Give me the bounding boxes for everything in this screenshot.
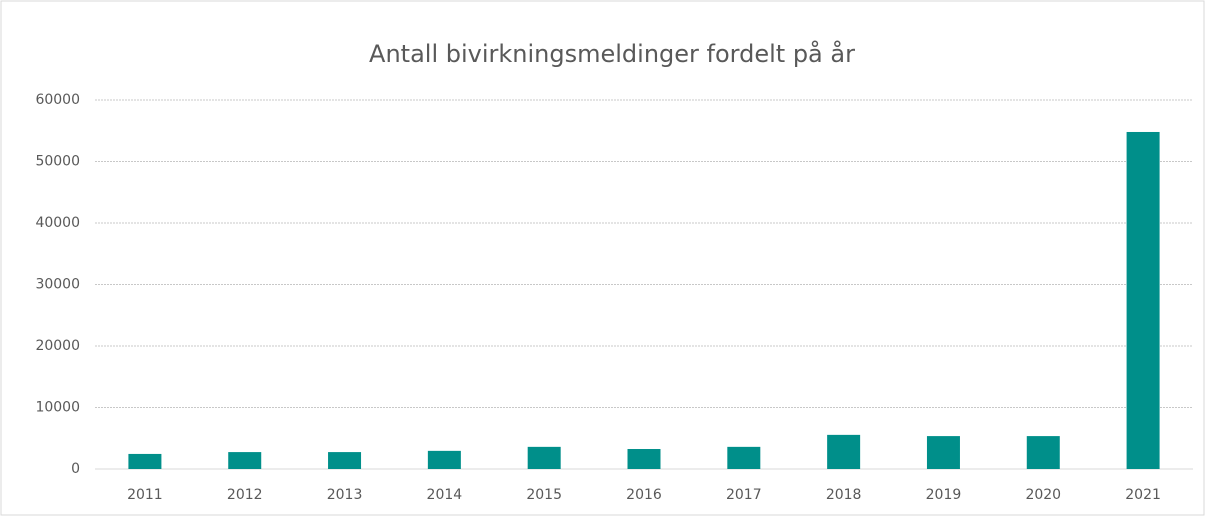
x-tick-label: 2019 bbox=[926, 487, 962, 503]
bar bbox=[128, 453, 162, 469]
bar bbox=[727, 446, 761, 469]
x-tick-label: 2013 bbox=[327, 487, 363, 503]
x-tick-label: 2020 bbox=[1025, 487, 1061, 503]
y-tick-label: 50000 bbox=[35, 154, 80, 170]
y-tick-label: 10000 bbox=[35, 400, 80, 416]
x-tick-label: 2018 bbox=[826, 487, 862, 503]
bar bbox=[1126, 131, 1160, 470]
chart-title: Antall bivirkningsmeldinger fordelt på å… bbox=[369, 39, 855, 68]
bar bbox=[1026, 436, 1060, 469]
bar bbox=[328, 452, 362, 469]
x-tick-label: 2016 bbox=[626, 487, 662, 503]
y-tick-label: 40000 bbox=[35, 215, 80, 231]
bar bbox=[627, 449, 661, 469]
x-tick-label: 2012 bbox=[227, 487, 263, 503]
x-tick-label: 2015 bbox=[526, 487, 562, 503]
x-tick-label: 2017 bbox=[726, 487, 762, 503]
x-tick-label: 2011 bbox=[127, 487, 163, 503]
y-tick-label: 20000 bbox=[35, 338, 80, 354]
y-tick-label: 30000 bbox=[35, 277, 80, 293]
x-tick-label: 2021 bbox=[1125, 487, 1161, 503]
bar bbox=[427, 450, 461, 469]
bar bbox=[527, 446, 561, 469]
x-tick-label: 2014 bbox=[427, 487, 463, 503]
bar bbox=[926, 436, 960, 469]
bar bbox=[827, 434, 861, 469]
y-tick-label: 0 bbox=[71, 461, 80, 477]
y-tick-label: 60000 bbox=[35, 92, 80, 108]
bar bbox=[228, 452, 262, 469]
